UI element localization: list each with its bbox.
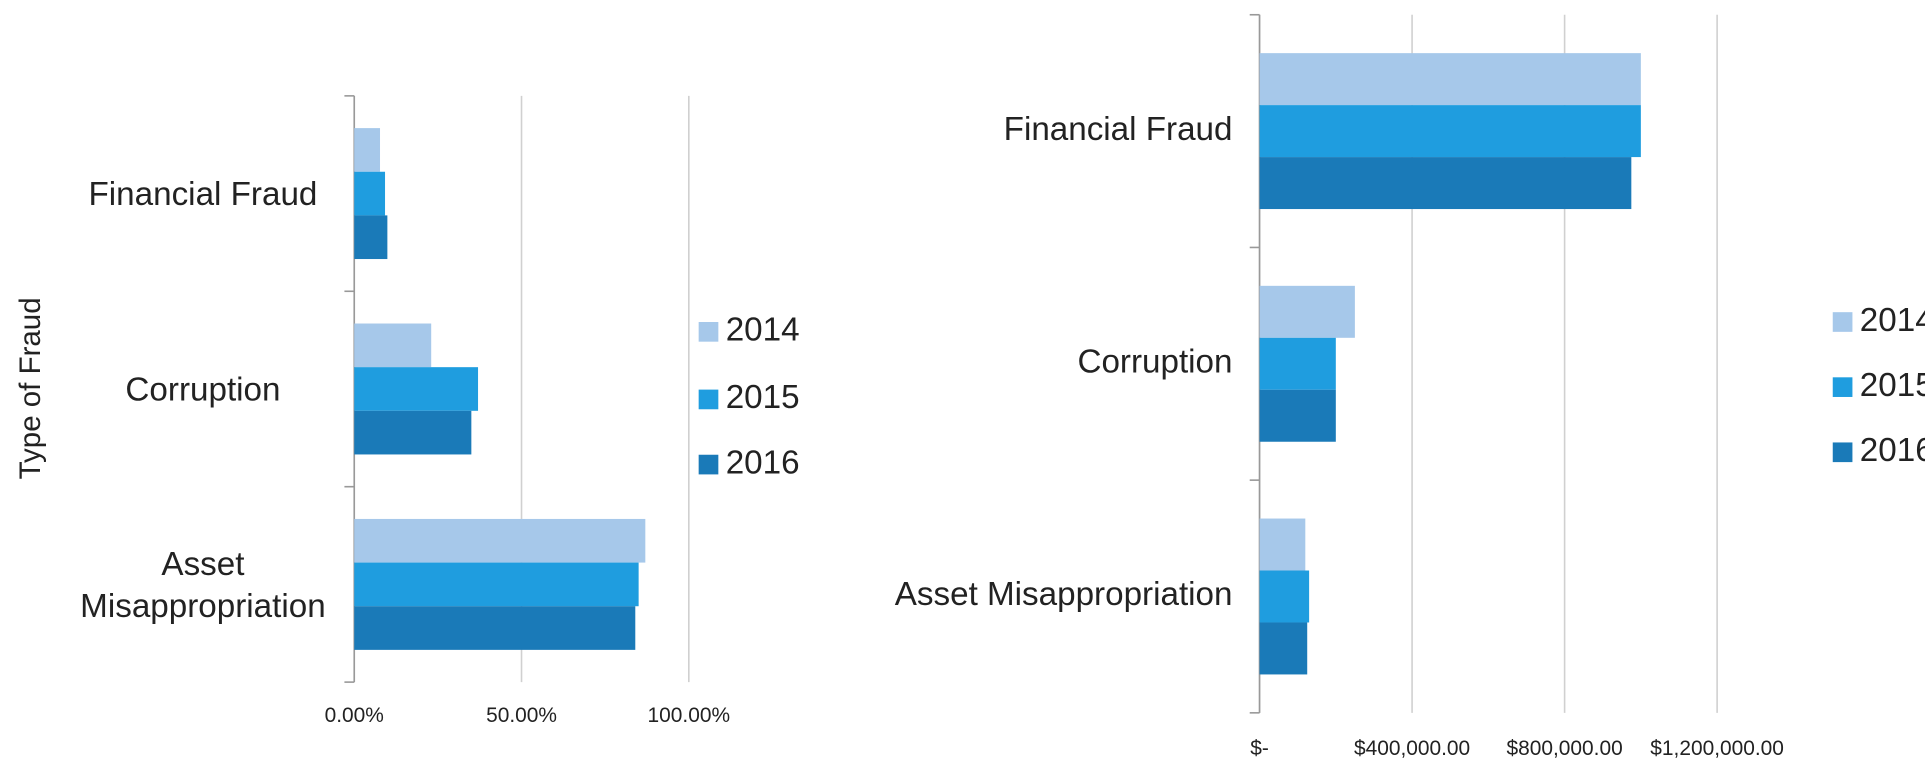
bar <box>1259 105 1641 158</box>
bar <box>1259 157 1632 210</box>
bar <box>1259 570 1310 623</box>
bar <box>1259 518 1306 571</box>
bar <box>1259 622 1308 675</box>
x-tick-label: 100.00% <box>648 704 731 727</box>
x-tick-label: 0.00% <box>325 704 384 727</box>
y-tick-label: Financial Fraud <box>88 175 318 213</box>
category-label-box: Financial Fraud <box>88 175 318 213</box>
bar <box>354 215 388 260</box>
bar <box>354 410 472 455</box>
x-tick-label: $400,000.00 <box>1354 737 1470 760</box>
bar <box>1259 337 1336 390</box>
bar <box>354 562 639 607</box>
category-label-box: Corruption <box>125 370 281 408</box>
y-axis-label: Type of Fraud <box>14 297 47 479</box>
y-tick-label: Corruption <box>1077 344 1232 381</box>
x-tick-label: 50.00% <box>486 704 557 727</box>
y-tick-label: Financial Fraud <box>1004 111 1233 148</box>
legend-swatch <box>698 454 719 475</box>
bar <box>354 171 386 216</box>
legend-label: 2016 <box>1860 432 1925 469</box>
bar <box>1259 389 1336 442</box>
legend-swatch <box>698 322 719 342</box>
legend-label: 2015 <box>1860 367 1925 404</box>
bar <box>1259 285 1355 338</box>
y-tick-label: Asset Misappropriation <box>80 545 326 624</box>
y-tick-label: Asset Misappropriation <box>895 576 1233 613</box>
y-tick-label: Corruption <box>125 370 281 408</box>
x-tick-label: $1,200,000.00 <box>1650 737 1784 760</box>
bar <box>354 606 636 650</box>
legend-swatch <box>1832 442 1853 463</box>
legend-label: 2014 <box>726 312 800 349</box>
legend-label: 2014 <box>1860 302 1925 339</box>
legend-swatch <box>1832 377 1853 397</box>
x-tick-label: $- <box>1250 737 1269 760</box>
bar <box>354 518 646 563</box>
legend-label: 2016 <box>726 444 800 481</box>
legend-label: 2015 <box>726 379 800 416</box>
category-label-box: Asset Misappropriation <box>80 545 326 624</box>
bar <box>354 128 381 172</box>
legend-swatch <box>1832 312 1853 332</box>
bar <box>1259 53 1641 106</box>
legend-swatch <box>698 389 719 410</box>
bar <box>354 323 432 368</box>
x-tick-label: $800,000.00 <box>1506 737 1622 760</box>
bar <box>354 367 479 411</box>
